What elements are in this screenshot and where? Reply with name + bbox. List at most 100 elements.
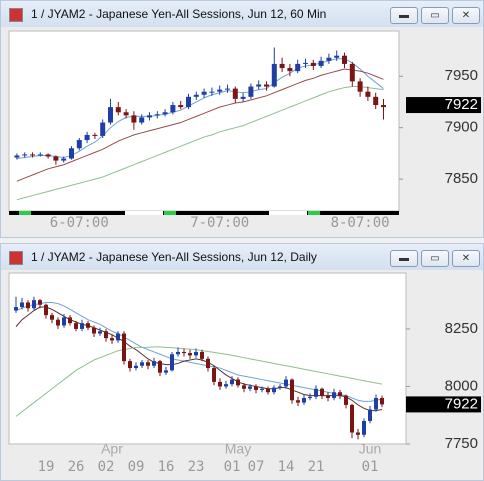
candle-body — [314, 388, 318, 397]
maximize-button[interactable]: ▭ — [421, 250, 449, 267]
x-tick-label: 8-07:00 — [331, 215, 390, 231]
chart: 7750 8000 8250 19 26 02 09 16 23 01 07 14 21 01 Apr May… — [8, 272, 481, 475]
candle-body — [206, 358, 210, 369]
close-button[interactable]: ✕ — [452, 7, 480, 24]
moving-average — [16, 68, 384, 182]
candle-body — [200, 351, 204, 359]
candle-body — [146, 362, 150, 366]
candle-body — [318, 60, 324, 66]
close-button[interactable]: ✕ — [452, 250, 480, 267]
title-bar: 1 / JYAM2 - Japanese Yen-All Sessions, J… — [1, 1, 483, 27]
candle-body — [278, 386, 282, 388]
candle-body — [302, 397, 306, 403]
x-tick-label: 23 — [188, 459, 205, 475]
candle-body — [74, 323, 78, 329]
candle-body — [152, 361, 156, 366]
candle-body — [128, 361, 132, 369]
window-icon — [9, 8, 23, 22]
x-tick-label: 6-07:00 — [50, 215, 109, 231]
candle-body — [84, 134, 90, 141]
candle-body — [164, 370, 168, 373]
last-price-box — [406, 97, 481, 114]
candle-body — [342, 55, 347, 64]
chart-window: 1 / JYAM2 - Japanese Yen-All Sessions, J… — [0, 243, 484, 481]
candle-body — [295, 63, 301, 72]
candle-body — [201, 91, 207, 95]
x-tick-label: 02 — [98, 459, 115, 475]
candle-body — [116, 333, 120, 341]
window-icon — [9, 251, 23, 265]
candle-body — [140, 362, 144, 366]
candle-body — [44, 304, 48, 316]
candle-body — [308, 396, 312, 398]
candle-body — [98, 331, 102, 334]
window-title: 1 / JYAM2 - Japanese Yen-All Sessions, J… — [31, 7, 327, 21]
candle-body — [236, 379, 240, 386]
session-marker — [19, 211, 31, 215]
month-label: Jun — [359, 441, 382, 457]
candle-body — [349, 63, 355, 82]
session-gap — [125, 211, 163, 215]
candle-body — [332, 392, 336, 398]
month-label: May — [225, 441, 251, 457]
candle-body — [20, 302, 24, 308]
candle-body — [38, 300, 42, 305]
chart-window: 1 / JYAM2 - Japanese Yen-All Sessions, J… — [0, 0, 484, 238]
y-tick-label: 7900 — [445, 119, 478, 136]
candle-body — [334, 55, 340, 58]
candle-body — [170, 105, 176, 113]
candle-body — [50, 315, 54, 320]
candle-body — [182, 351, 186, 354]
candle-body — [271, 63, 277, 87]
minimize-button[interactable]: ▬ — [390, 250, 418, 267]
candle-body — [56, 319, 60, 326]
candle-body — [26, 302, 30, 309]
candle-body — [147, 115, 152, 118]
plot-area — [8, 30, 400, 212]
candle-body — [188, 353, 192, 356]
minimize-button[interactable]: ▬ — [390, 7, 418, 24]
candle-body — [279, 63, 285, 69]
title-bar: 1 / JYAM2 - Japanese Yen-All Sessions, J… — [1, 244, 483, 270]
x-tick-label: 01 — [224, 459, 241, 475]
x-tick-label: 16 — [158, 459, 175, 475]
candle-body — [45, 154, 51, 157]
candle-body — [104, 331, 108, 339]
candle-body — [212, 368, 216, 382]
moving-average — [15, 346, 383, 417]
candle-body — [338, 392, 342, 396]
candle-body — [284, 379, 288, 387]
candle-body — [122, 333, 126, 362]
candle-body — [30, 154, 35, 156]
x-tick-label: 19 — [38, 459, 55, 475]
candle-body — [362, 420, 366, 435]
moving-average — [15, 306, 383, 412]
x-tick-label: 07 — [248, 459, 265, 475]
candle-body — [80, 323, 84, 329]
candle-body — [296, 400, 300, 403]
candle-body — [134, 365, 138, 369]
candle-body — [365, 91, 371, 97]
candle-body — [158, 361, 162, 373]
candle-body — [272, 387, 276, 393]
candle-body — [14, 155, 20, 158]
candle-body — [162, 112, 168, 115]
session-bar — [9, 211, 399, 215]
candle-body — [303, 62, 308, 64]
candle-body — [115, 107, 121, 113]
candle-body — [61, 158, 67, 161]
last-price-label: 7922 — [445, 96, 478, 113]
candle-body — [381, 105, 386, 108]
candle-body — [326, 57, 332, 61]
y-tick-label: 7750 — [445, 435, 478, 452]
candle-body — [357, 81, 363, 92]
candle-body — [225, 88, 230, 90]
maximize-button[interactable]: ▭ — [421, 7, 449, 24]
candle-body — [37, 154, 43, 156]
candle-body — [326, 395, 330, 398]
candle-body — [76, 140, 82, 149]
y-tick-label: 8250 — [445, 320, 478, 337]
candle-body — [242, 385, 246, 389]
candle-body — [32, 300, 36, 309]
